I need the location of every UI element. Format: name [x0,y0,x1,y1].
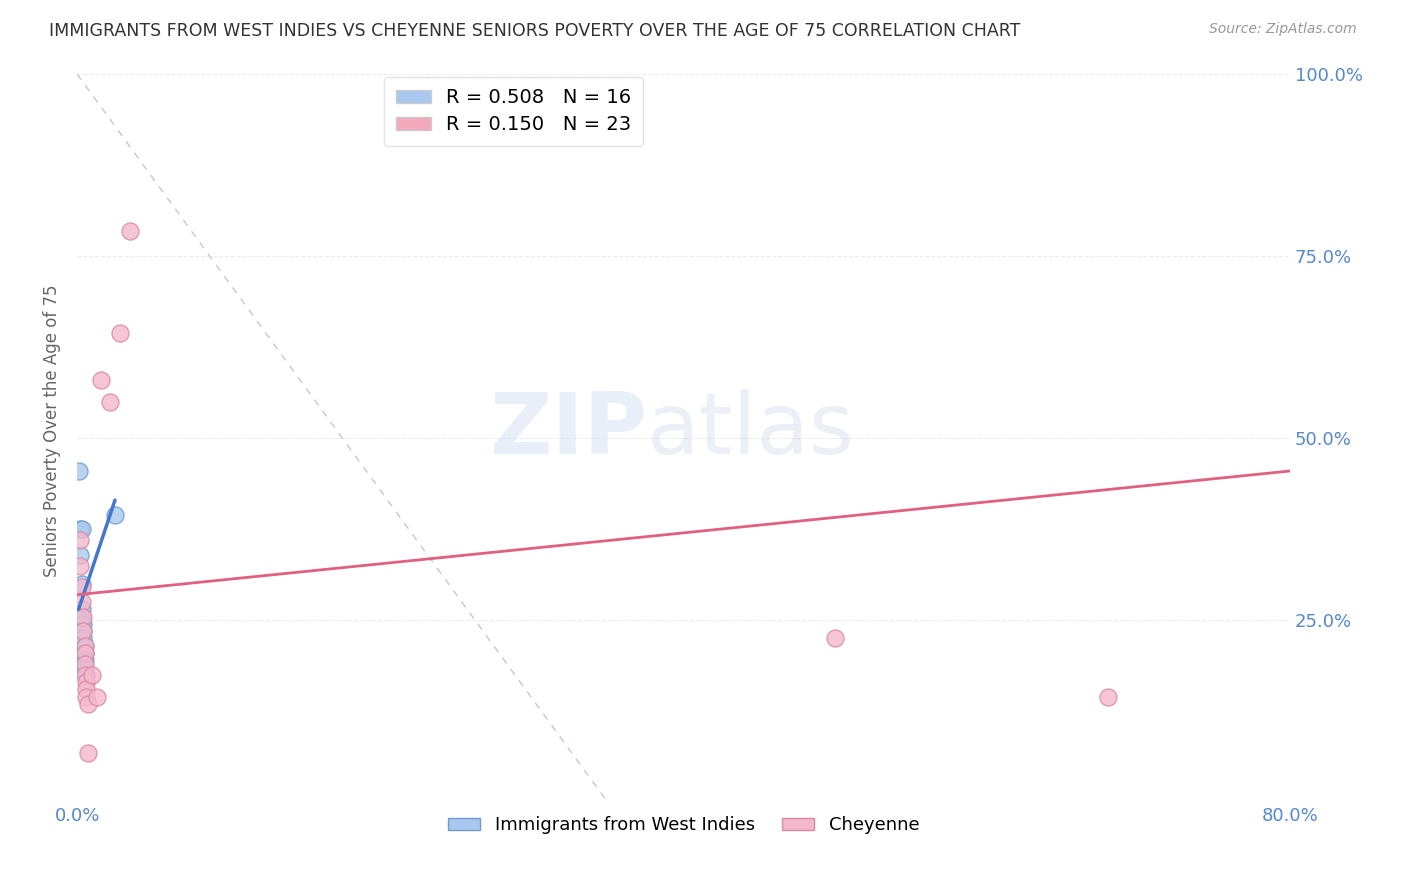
Point [67,464,90,478]
Point [69,548,91,562]
Point [70,577,93,591]
Legend: Immigrants from West Indies, Cheyenne: Immigrants from West Indies, Cheyenne [437,805,931,846]
Point [73,639,96,653]
Point [82,668,104,682]
Point [75,690,97,704]
Text: atlas: atlas [647,390,855,473]
Point [73,657,96,671]
Point [120,224,142,238]
Point [69,522,91,536]
Point [69,533,91,548]
Point [73,639,96,653]
Point [76,746,98,760]
Point [824,632,846,646]
Point [73,668,96,682]
Text: IMMIGRANTS FROM WEST INDIES VS CHEYENNE SENIORS POVERTY OVER THE AGE OF 75 CORRE: IMMIGRANTS FROM WEST INDIES VS CHEYENNE … [49,22,1021,40]
Point [108,326,131,340]
Point [72,624,94,639]
Point [69,558,91,573]
Point [100,394,122,409]
Point [86,690,108,704]
Point [70,602,93,616]
Point [72,616,94,631]
Point [90,373,112,387]
Point [70,595,93,609]
Point [1097,690,1119,704]
Text: Source: ZipAtlas.com: Source: ZipAtlas.com [1209,22,1357,37]
Point [70,581,93,595]
Point [72,632,94,646]
Text: ZIP: ZIP [489,390,647,473]
Point [75,682,97,697]
Point [76,697,98,711]
Point [75,668,97,682]
Point [73,660,96,674]
Point [70,522,93,536]
Point [73,646,96,660]
Point [73,653,96,667]
Point [70,609,93,624]
Point [72,624,94,639]
Point [72,609,94,624]
Point [104,508,127,522]
Point [73,646,96,660]
Point [75,675,97,690]
Y-axis label: Seniors Poverty Over the Age of 75: Seniors Poverty Over the Age of 75 [44,285,60,577]
